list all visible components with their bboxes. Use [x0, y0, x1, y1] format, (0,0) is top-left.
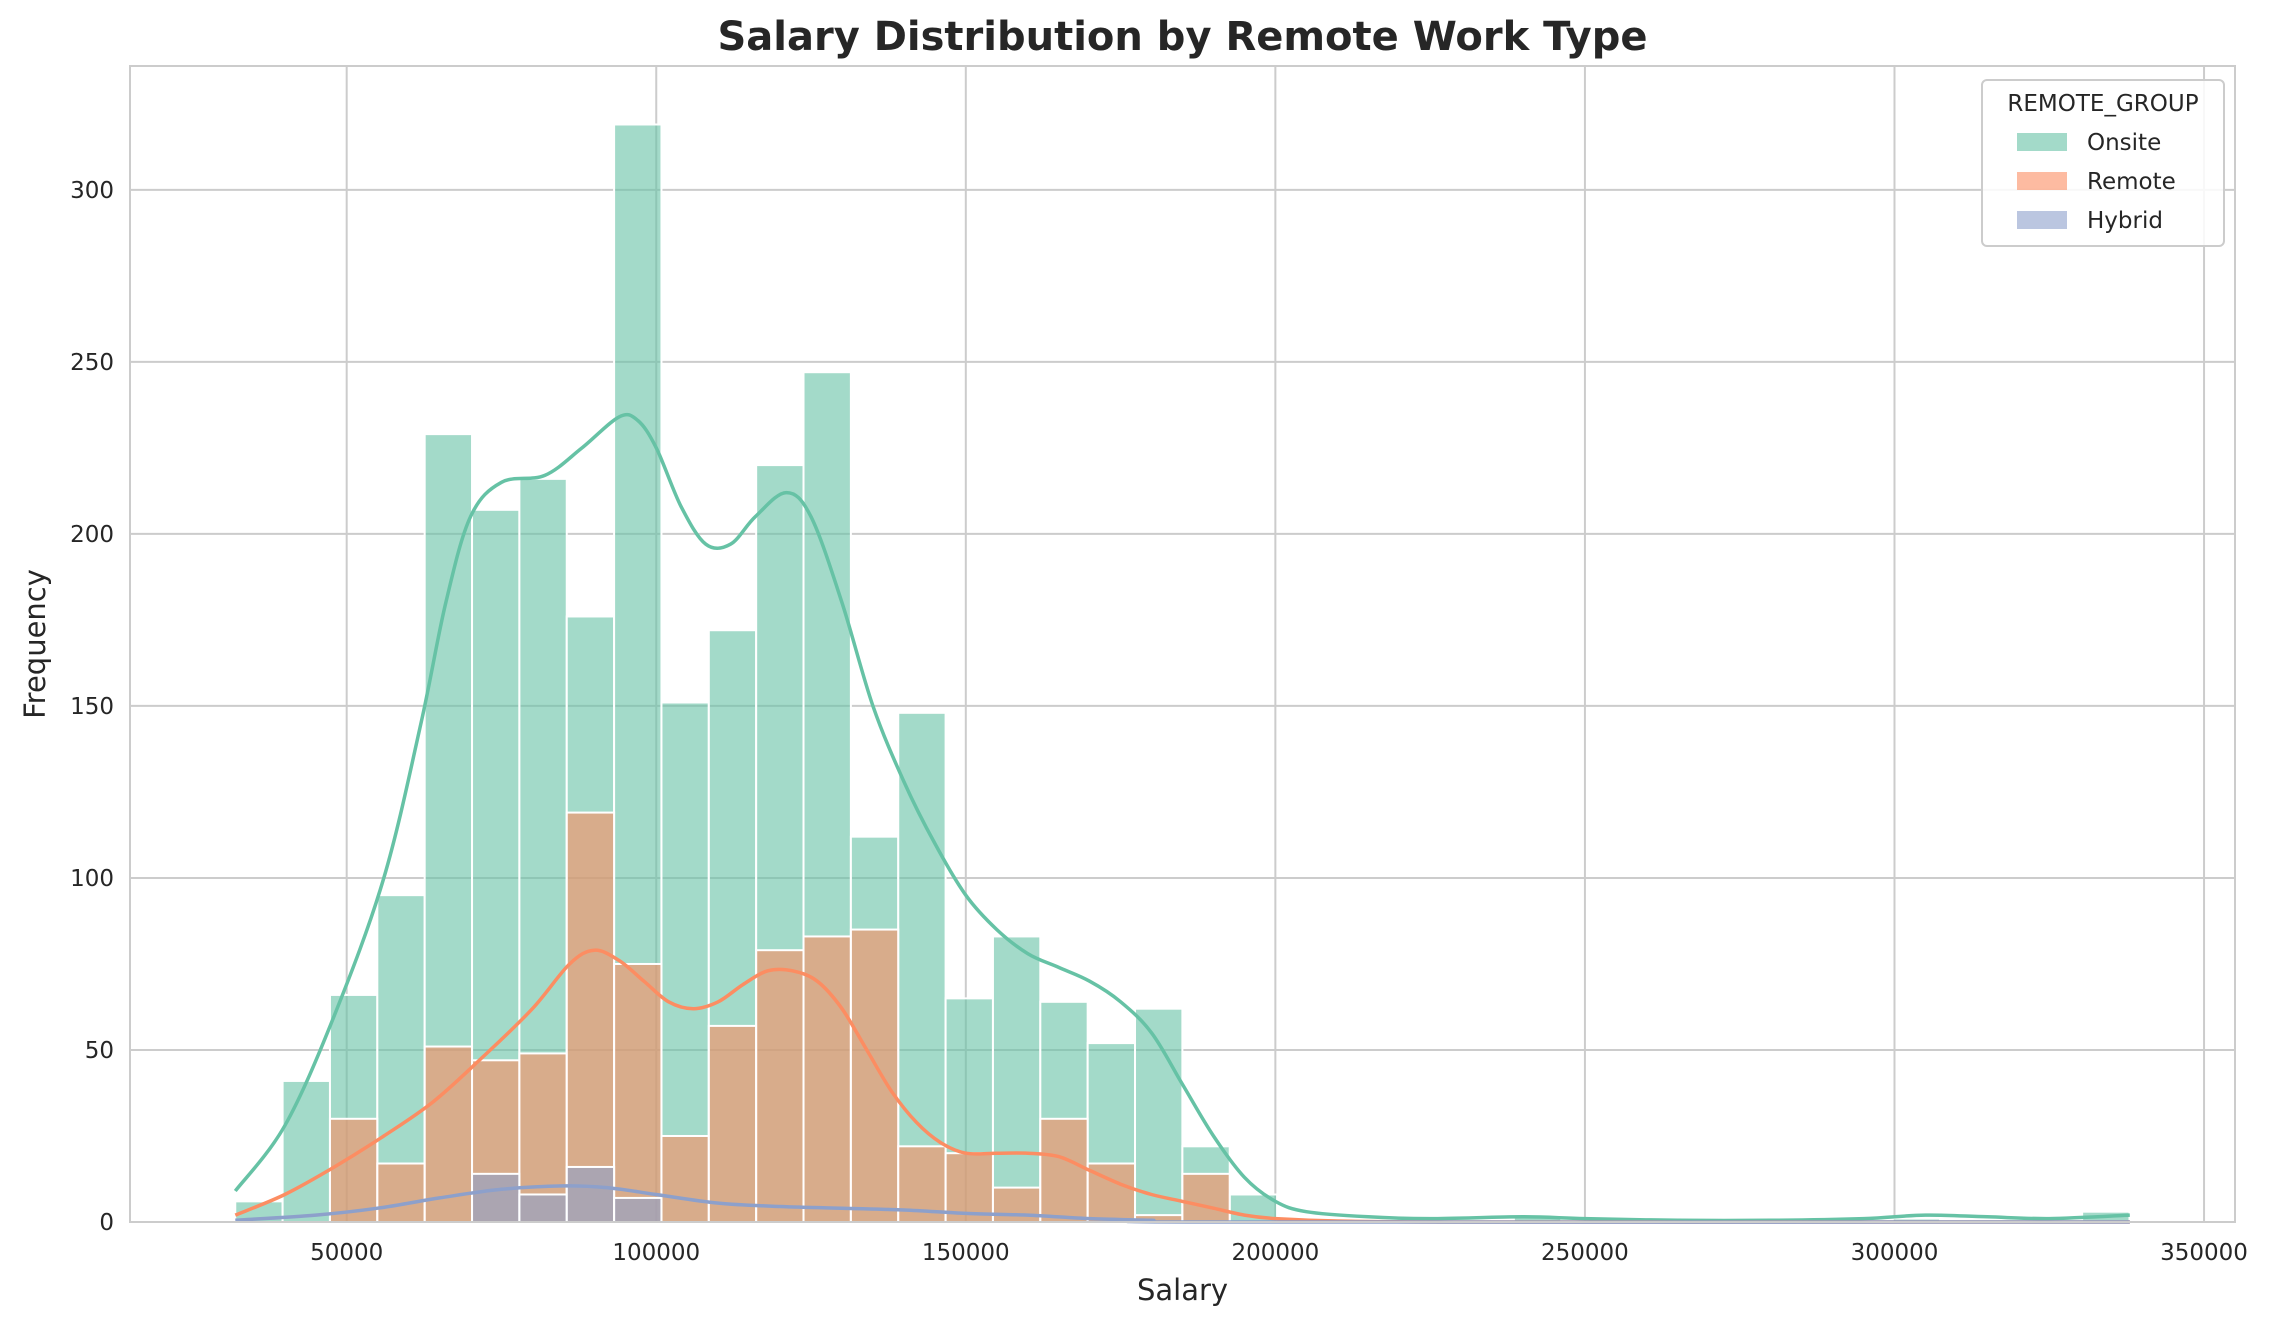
x-tick-label: 350000 [2160, 1240, 2248, 1266]
legend-box [1981, 79, 2225, 247]
axes: 50000 100000 150000 200000 250000 300000 35000… [70, 65, 2248, 1266]
histogram-bar [991, 935, 1042, 1223]
legend-label-hybrid: Hybrid [2087, 208, 2163, 234]
legend-items: Onsite Remote Hybrid [2017, 130, 2176, 234]
legend-swatch-remote [2017, 172, 2067, 190]
histogram-bar [1039, 1117, 1089, 1224]
kde-curve-remote [234, 948, 2130, 1224]
y-tick-label: 0 [99, 1210, 114, 1236]
histogram-bar [755, 949, 805, 1223]
series-bars-hybrid [471, 1165, 663, 1224]
x-tick-label: 300000 [1851, 1240, 1939, 1266]
histogram-bar [849, 928, 900, 1223]
histogram-bar [660, 1134, 710, 1223]
legend-label-onsite: Onsite [2087, 130, 2161, 156]
x-tick-label: 50000 [310, 1240, 383, 1266]
x-tick-label: 200000 [1231, 1240, 1319, 1266]
y-tick-label: 150 [70, 694, 114, 720]
histogram-bar [944, 1152, 994, 1223]
histogram-bar [565, 1165, 616, 1224]
x-tick-label: 100000 [612, 1240, 700, 1266]
y-tick-label: 50 [85, 1038, 114, 1064]
y-tick-label: 100 [70, 866, 114, 892]
histogram-bar [281, 1079, 331, 1223]
plot-frame [129, 65, 2236, 1223]
kde-curve-onsite [233, 412, 2130, 1223]
x-axis-label: Salary [1137, 1273, 1228, 1307]
legend-title: REMOTE_GROUP [2007, 91, 2198, 117]
legend-swatch-hybrid [2017, 211, 2067, 229]
histogram-bar [565, 811, 616, 1223]
histogram-bar [518, 1193, 568, 1224]
histogram-bar [897, 711, 947, 1223]
histogram-bar [707, 1024, 758, 1223]
histogram-bar [1181, 1172, 1231, 1224]
histogram-bar [328, 1117, 379, 1224]
y-tick-label: 250 [70, 350, 114, 376]
histogram-bar [471, 1172, 521, 1224]
x-tick-label: 250000 [1541, 1240, 1629, 1266]
y-tick-label: 200 [70, 522, 114, 548]
y-axis-label: Frequency [18, 569, 52, 719]
bars [234, 123, 2131, 1224]
chart-title: Salary Distribution by Remote Work Type [717, 14, 1647, 60]
histogram-bar [376, 1162, 426, 1224]
y-tick-label: 300 [70, 178, 114, 204]
legend: REMOTE_GROUP Onsite Remote Hybrid [1981, 79, 2225, 247]
legend-swatch-onsite [2017, 133, 2067, 151]
histogram-bar [613, 962, 663, 1223]
legend-label-remote: Remote [2087, 169, 2176, 195]
histogram-bar [802, 935, 852, 1223]
x-tick-label: 150000 [922, 1240, 1010, 1266]
histogram-bar [613, 1196, 663, 1223]
